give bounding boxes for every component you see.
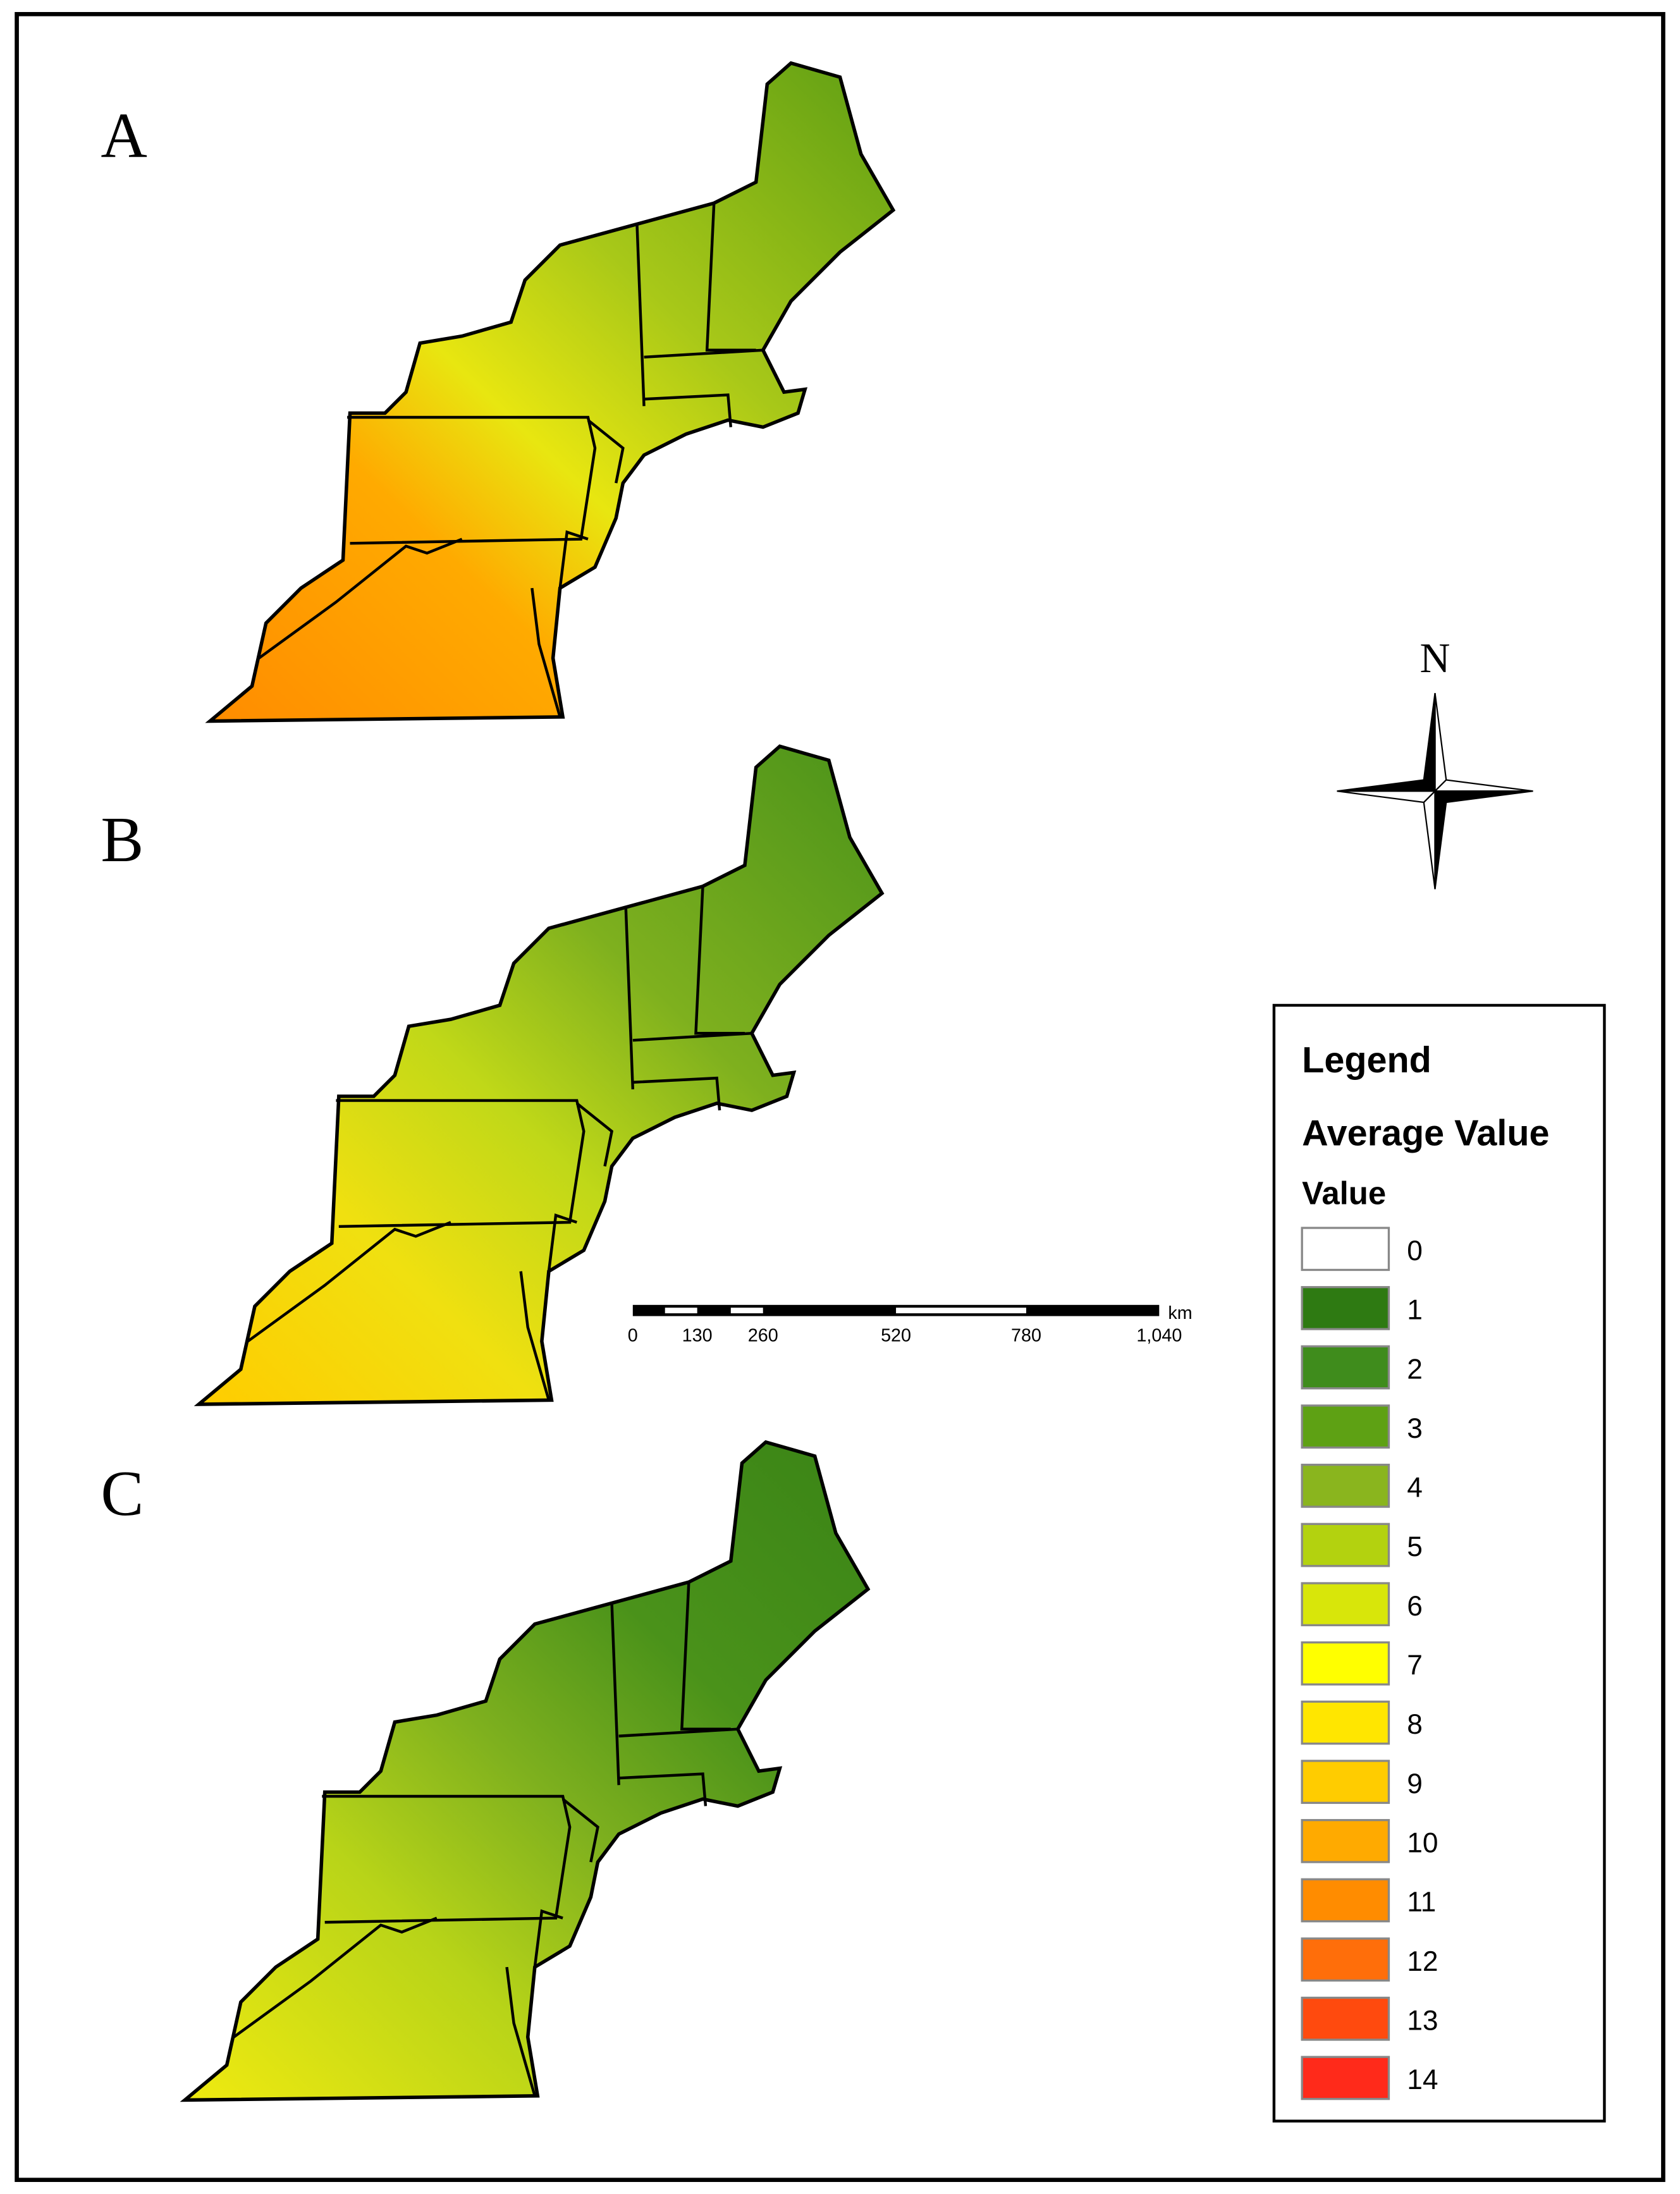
legend-label: 5 xyxy=(1407,1531,1423,1562)
legend-swatch xyxy=(1301,1286,1390,1330)
north-label: N xyxy=(1420,635,1450,682)
map-panel xyxy=(180,1440,871,2102)
legend-label: 0 xyxy=(1407,1235,1423,1266)
legend-swatch xyxy=(1301,1345,1390,1390)
legend-label: 2 xyxy=(1407,1354,1423,1385)
legend-label: 3 xyxy=(1407,1413,1423,1444)
state-boundary xyxy=(618,1772,708,1806)
legend-label: 10 xyxy=(1407,1828,1438,1859)
state-boundary xyxy=(632,1076,721,1111)
state-boundary xyxy=(530,587,561,718)
legend-subtitle: Average Value xyxy=(1302,1113,1549,1153)
scale-label: 260 xyxy=(748,1325,778,1345)
legend-label: 6 xyxy=(1407,1591,1423,1622)
legend-swatch xyxy=(1301,1523,1390,1567)
map-panel xyxy=(205,61,896,723)
scale-unit: km xyxy=(1168,1303,1192,1323)
state-boundary xyxy=(558,530,589,589)
scale-label: 0 xyxy=(628,1325,638,1345)
legend-label: 8 xyxy=(1407,1709,1423,1740)
state-boundary xyxy=(561,1798,599,1863)
legend-swatch xyxy=(1301,1582,1390,1627)
state-boundary xyxy=(347,415,597,545)
frame xyxy=(15,12,1665,2182)
state-boundary xyxy=(610,1603,620,1786)
scale-segment xyxy=(730,1308,763,1314)
scale-label: 520 xyxy=(881,1325,911,1345)
region-shape xyxy=(205,61,896,723)
state-boundary xyxy=(233,1916,438,2038)
state-boundary xyxy=(247,1221,451,1343)
legend-swatch xyxy=(1301,1760,1390,1805)
state-boundary xyxy=(322,1794,572,1924)
state-boundary xyxy=(336,1099,586,1229)
legend-swatch xyxy=(1301,1464,1390,1508)
state-boundary xyxy=(575,1102,614,1167)
state-boundary xyxy=(533,1909,563,1968)
maps: A B C xyxy=(101,61,896,2102)
panel-label: A xyxy=(101,100,147,171)
legend-label: 13 xyxy=(1407,2006,1438,2037)
state-boundary xyxy=(258,537,463,659)
scale-label: 130 xyxy=(682,1325,713,1345)
legend-label: 12 xyxy=(1407,1946,1438,1977)
panel-label: C xyxy=(101,1458,144,1529)
legend-swatch xyxy=(1301,1818,1390,1863)
legend-label: 4 xyxy=(1407,1473,1423,1504)
state-boundary xyxy=(505,1966,536,2097)
region-shape xyxy=(180,1440,871,2102)
legend-label: 1 xyxy=(1407,1295,1423,1326)
legend-title: Legend xyxy=(1302,1040,1432,1081)
state-boundary xyxy=(618,1727,738,1737)
legend-label: 7 xyxy=(1407,1650,1423,1681)
state-boundary xyxy=(587,419,625,484)
legend-swatch xyxy=(1301,1700,1390,1745)
legend-swatch xyxy=(1301,1996,1390,2041)
legend-swatch xyxy=(1301,2056,1390,2100)
scale-label: 1,040 xyxy=(1136,1325,1182,1345)
compass xyxy=(1337,693,1533,890)
legend-swatch xyxy=(1301,1641,1390,1686)
state-boundary xyxy=(519,1271,551,1400)
legend-heading: Value xyxy=(1302,1175,1386,1211)
legend-label: 14 xyxy=(1407,2064,1438,2095)
legend-swatch xyxy=(1301,1878,1390,1923)
legend-swatch xyxy=(1301,1937,1390,1982)
legend-label: 11 xyxy=(1407,1887,1436,1918)
scale-segment xyxy=(896,1308,1026,1314)
scale-label: 780 xyxy=(1011,1325,1041,1345)
legend-label: 9 xyxy=(1407,1768,1423,1799)
legend-swatch xyxy=(1301,1227,1390,1272)
state-boundary xyxy=(644,348,763,359)
state-boundary xyxy=(635,224,646,407)
map-panel xyxy=(193,744,885,1406)
panel-label: B xyxy=(101,804,144,876)
state-boundary xyxy=(624,907,635,1089)
state-boundary xyxy=(547,1213,577,1272)
state-boundary xyxy=(644,393,733,427)
scale-segment xyxy=(665,1308,697,1314)
legend-swatch xyxy=(1301,1404,1390,1449)
state-boundary xyxy=(632,1032,752,1042)
region-shape xyxy=(193,744,885,1406)
